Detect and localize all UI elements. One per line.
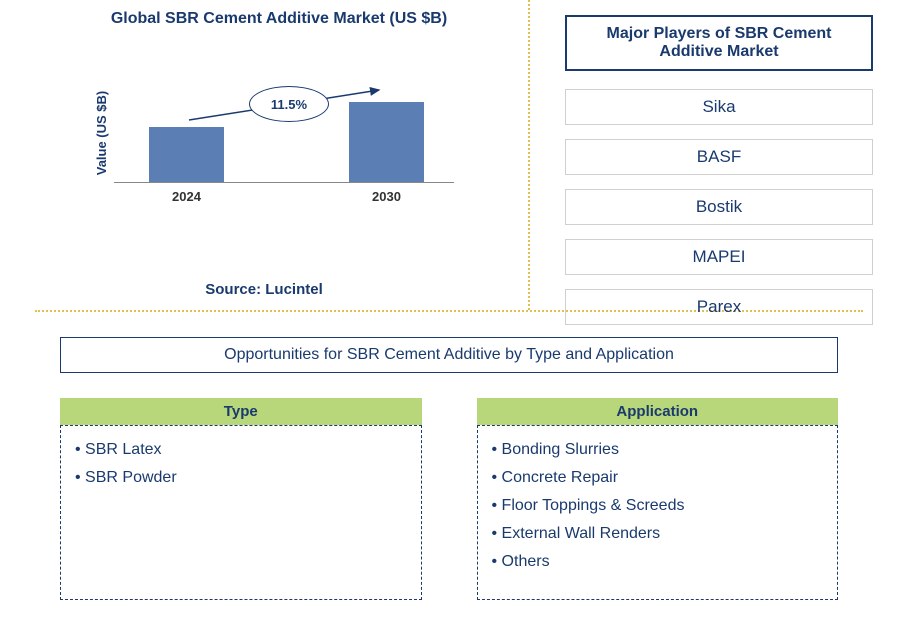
player-item: MAPEI: [565, 239, 873, 275]
list-item: • Others: [492, 548, 824, 576]
players-panel: Major Players of SBR Cement Additive Mar…: [530, 0, 898, 310]
column-body: • SBR Latex • SBR Powder: [60, 425, 422, 600]
xlabel-2024: 2024: [149, 189, 224, 204]
chart-title: Global SBR Cement Additive Market (US $B…: [40, 10, 518, 28]
y-axis-label: Value (US $B): [94, 91, 109, 176]
opportunities-title: Opportunities for SBR Cement Additive by…: [60, 337, 838, 373]
list-item: • Bonding Slurries: [492, 436, 824, 464]
list-item: • External Wall Renders: [492, 520, 824, 548]
list-item: • Floor Toppings & Screeds: [492, 492, 824, 520]
bar-2024: [149, 127, 224, 182]
source-label: Source: Lucintel: [0, 281, 528, 298]
growth-rate-oval: 11.5%: [249, 86, 329, 122]
type-column: Type • SBR Latex • SBR Powder: [60, 398, 422, 600]
list-item: • Concrete Repair: [492, 464, 824, 492]
column-body: • Bonding Slurries • Concrete Repair • F…: [477, 425, 839, 600]
player-item: BASF: [565, 139, 873, 175]
player-item: Bostik: [565, 189, 873, 225]
opportunities-panel: Opportunities for SBR Cement Additive by…: [0, 312, 898, 600]
bar-chart: Value (US $B) 2024 2030 11.5%: [89, 58, 469, 208]
player-item: Sika: [565, 89, 873, 125]
players-title: Major Players of SBR Cement Additive Mar…: [565, 15, 873, 71]
column-header: Type: [60, 398, 422, 425]
chart-panel: Global SBR Cement Additive Market (US $B…: [0, 0, 530, 310]
column-header: Application: [477, 398, 839, 425]
player-item: Parex: [565, 289, 873, 325]
plot-area: 2024 2030 11.5%: [114, 63, 454, 183]
application-column: Application • Bonding Slurries • Concret…: [477, 398, 839, 600]
list-item: • SBR Latex: [75, 436, 407, 464]
xlabel-2030: 2030: [349, 189, 424, 204]
list-item: • SBR Powder: [75, 464, 407, 492]
